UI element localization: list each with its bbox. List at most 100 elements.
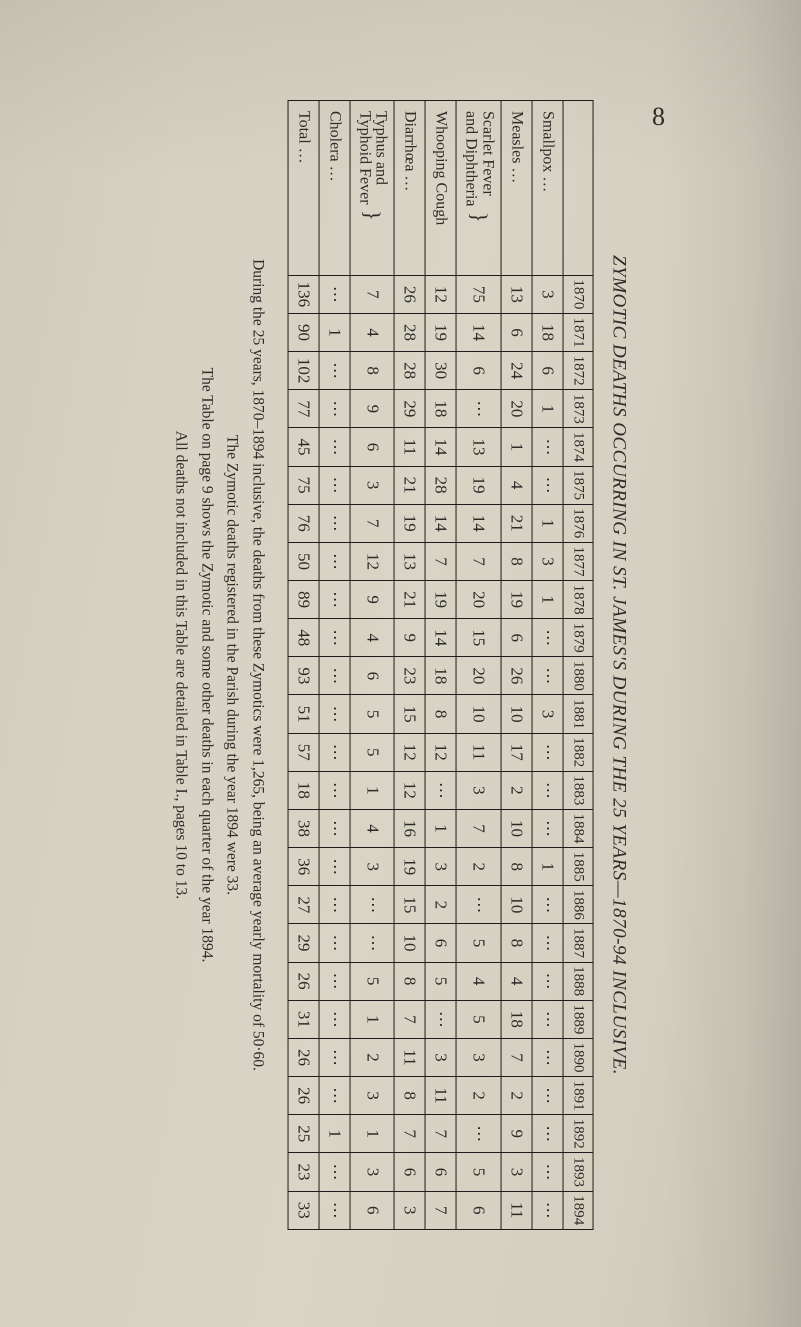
year-header: 1871 (563, 313, 593, 351)
year-header: 1880 (563, 657, 593, 695)
cell: ⋯ (532, 657, 563, 695)
cell: 8 (394, 962, 425, 1000)
cell: 5 (350, 695, 395, 733)
cell: 19 (456, 466, 501, 504)
cell: 3 (532, 275, 563, 313)
cell: 11 (456, 733, 501, 771)
cell: 5 (350, 733, 395, 771)
cell: ⋯ (350, 886, 395, 924)
cell: ⋯ (319, 1038, 350, 1076)
cell: 15 (394, 886, 425, 924)
row-label: Measles … (501, 101, 532, 276)
cell: 17 (501, 733, 532, 771)
cell: 5 (456, 1000, 501, 1038)
cell: 1 (319, 313, 350, 351)
total-cell: 45 (288, 428, 319, 466)
total-cell: 76 (288, 504, 319, 542)
page-number: 8 (652, 102, 665, 132)
cell: 8 (501, 924, 532, 962)
total-cell: 26 (288, 962, 319, 1000)
cell: 1 (532, 390, 563, 428)
cell: ⋯ (319, 275, 350, 313)
cell: ⋯ (532, 809, 563, 847)
cell: ⋯ (319, 962, 350, 1000)
cell: ⋯ (532, 771, 563, 809)
cell: 14 (456, 313, 501, 351)
cell: 4 (501, 466, 532, 504)
cell: 20 (501, 390, 532, 428)
cell: 19 (501, 581, 532, 619)
cell: 1 (532, 848, 563, 886)
total-cell: 93 (288, 657, 319, 695)
table-row: Whooping Cough121930181428147191418812⋯1… (425, 101, 456, 1230)
total-cell: 38 (288, 809, 319, 847)
cell: ⋯ (532, 428, 563, 466)
cell: ⋯ (319, 390, 350, 428)
cell: 3 (532, 542, 563, 580)
cell: 8 (501, 542, 532, 580)
cell: 7 (350, 504, 395, 542)
cell: 1 (532, 581, 563, 619)
cell: 12 (394, 733, 425, 771)
cell: ⋯ (319, 771, 350, 809)
cell: ⋯ (532, 962, 563, 1000)
cell: 6 (532, 352, 563, 390)
total-cell: 102 (288, 352, 319, 390)
total-cell: 50 (288, 542, 319, 580)
table-row: Diarrhœa …262828291121191321923151212161… (394, 101, 425, 1230)
zymotic-table: 1870187118721873187418751876187718781879… (287, 100, 593, 1230)
cell: 18 (425, 657, 456, 695)
cell: 6 (350, 657, 395, 695)
row-label: Cholera … (319, 101, 350, 276)
cell: 15 (456, 619, 501, 657)
cell: 2 (456, 1077, 501, 1115)
cell: 4 (456, 962, 501, 1000)
cell: 7 (394, 1000, 425, 1038)
cell: 1 (350, 1115, 395, 1153)
year-header: 1886 (563, 886, 593, 924)
cell: 28 (394, 352, 425, 390)
cell: 10 (394, 924, 425, 962)
year-header: 1870 (563, 275, 593, 313)
cell: 7 (425, 542, 456, 580)
cell: 13 (394, 542, 425, 580)
cell: 6 (425, 1153, 456, 1191)
cell: 3 (350, 1077, 395, 1115)
cell: 3 (501, 1153, 532, 1191)
cell: 20 (456, 581, 501, 619)
cell: ⋯ (319, 886, 350, 924)
cell: 75 (456, 275, 501, 313)
cell: 4 (501, 962, 532, 1000)
row-label: Scarlet Feverand Diphtheria } (456, 101, 501, 276)
total-row: Total … 13690102774575765089489351571838… (288, 101, 319, 1230)
cell: 1 (319, 1115, 350, 1153)
cell: 9 (501, 1115, 532, 1153)
total-cell: 25 (288, 1115, 319, 1153)
cell: 1 (425, 809, 456, 847)
cell: 6 (350, 1191, 395, 1229)
cell: ⋯ (532, 619, 563, 657)
total-cell: 23 (288, 1153, 319, 1191)
year-header: 1888 (563, 962, 593, 1000)
year-header: 1872 (563, 352, 593, 390)
cell: ⋯ (319, 619, 350, 657)
cell: 7 (456, 809, 501, 847)
total-cell: 29 (288, 924, 319, 962)
cell: 8 (394, 1077, 425, 1115)
total-cell: 89 (288, 581, 319, 619)
year-header: 1882 (563, 733, 593, 771)
cell: 14 (456, 504, 501, 542)
total-cell: 57 (288, 733, 319, 771)
cell: 12 (425, 275, 456, 313)
year-header: 1878 (563, 581, 593, 619)
table-row: Cholera …⋯1⋯⋯⋯⋯⋯⋯⋯⋯⋯⋯⋯⋯⋯⋯⋯⋯⋯⋯⋯⋯1⋯⋯ (319, 101, 350, 1230)
cell: 15 (394, 695, 425, 733)
cell: ⋯ (319, 466, 350, 504)
cell: 20 (456, 657, 501, 695)
year-header: 1891 (563, 1077, 593, 1115)
cell: 9 (350, 581, 395, 619)
cell: 3 (394, 1191, 425, 1229)
cell: 2 (501, 771, 532, 809)
year-header: 1894 (563, 1191, 593, 1229)
cell: ⋯ (532, 1115, 563, 1153)
